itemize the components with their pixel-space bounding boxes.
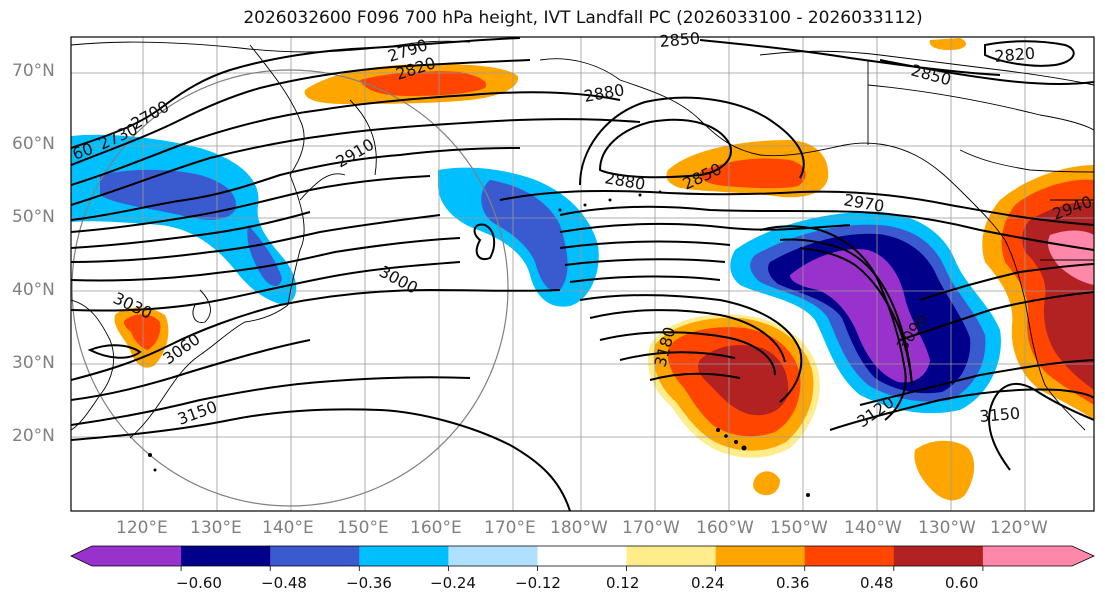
colorbar-label: −0.60 — [176, 574, 222, 592]
colorbar — [70, 545, 1095, 571]
lat-label: 30°N — [12, 353, 55, 373]
islands — [148, 190, 810, 497]
lat-label: 40°N — [12, 280, 55, 300]
colorbar-extend-low — [71, 546, 92, 566]
colorbar-segment — [982, 546, 1073, 566]
lon-label: 140°W — [844, 518, 902, 538]
colorbar-segment — [270, 546, 360, 566]
contour-label: 2850 — [659, 29, 701, 51]
colorbar-label: −0.12 — [515, 574, 561, 592]
height-contours — [71, 37, 1094, 511]
colorbar-segment — [359, 546, 449, 566]
lon-label: 150°E — [337, 518, 389, 538]
lon-label: 140°E — [262, 518, 314, 538]
colorbar-segment — [715, 546, 806, 566]
contour-label: 3150 — [979, 404, 1021, 426]
lon-label: 130°W — [918, 518, 976, 538]
lon-label: 170°W — [622, 518, 680, 538]
lon-label: 150°W — [770, 518, 828, 538]
colorbar-outline — [70, 545, 1095, 567]
colorbar-extend-high — [1072, 546, 1094, 566]
colorbar-label: 0.24 — [691, 574, 725, 592]
colorbar-segment — [893, 546, 984, 566]
map-title: 2026032600 F096 700 hPa height, IVT Land… — [243, 8, 923, 28]
colorbar-label: 0.12 — [606, 574, 640, 592]
colorbar-label: −0.48 — [261, 574, 307, 592]
lon-label: 160°E — [410, 518, 462, 538]
lat-label: 20°N — [12, 426, 55, 446]
colorbar-segment — [181, 546, 271, 566]
lat-label: 50°N — [12, 207, 55, 227]
colorbar-label: −0.36 — [346, 574, 392, 592]
lon-label: 120°E — [116, 518, 168, 538]
lon-label: 120°W — [990, 518, 1048, 538]
colorbar-label: 0.48 — [860, 574, 894, 592]
lon-label: 160°W — [696, 518, 754, 538]
map-frame — [70, 36, 1095, 512]
lon-label: 180°W — [550, 518, 608, 538]
colorbar-segment — [448, 546, 538, 566]
ivt-shading — [71, 38, 1094, 501]
colorbar-label: 0.36 — [776, 574, 810, 592]
colorbar-label: 0.60 — [945, 574, 979, 592]
colorbar-segment — [804, 546, 895, 566]
lon-label: 130°E — [190, 518, 242, 538]
lat-label: 60°N — [12, 134, 55, 154]
colorbar-label: −0.24 — [430, 574, 476, 592]
contour-label: 2820 — [994, 44, 1036, 66]
landfall-radius-circle — [71, 69, 509, 507]
colorbar-segment — [626, 546, 717, 566]
lon-label: 170°E — [484, 518, 536, 538]
lat-label: 70°N — [12, 61, 55, 81]
graticule — [71, 37, 1094, 511]
colorbar-segment — [537, 546, 628, 566]
colorbar-segment — [92, 546, 182, 566]
